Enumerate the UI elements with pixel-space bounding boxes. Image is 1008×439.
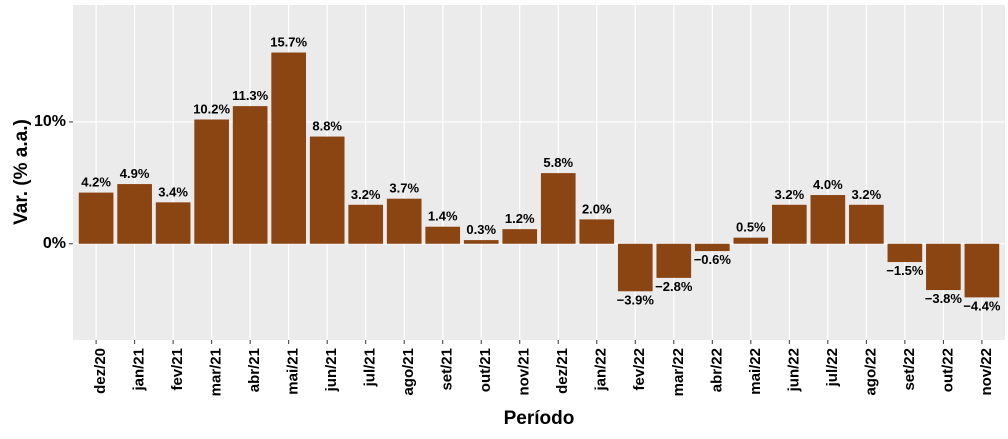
value-label: 3.2% [351, 187, 381, 202]
value-label: −2.8% [655, 279, 693, 294]
x-tick-label: jun/22 [785, 348, 802, 392]
bar [617, 243, 653, 292]
bar [502, 229, 538, 244]
bar [887, 243, 923, 263]
bar [579, 219, 615, 244]
y-axis-title: Var. (% a.a.) [11, 119, 32, 225]
x-tick-label: dez/20 [92, 348, 109, 394]
value-label: 3.2% [775, 187, 805, 202]
value-label: 3.7% [389, 181, 419, 196]
bar [386, 198, 422, 244]
x-tick-label: mai/22 [747, 348, 764, 395]
y-tick-label: 10% [34, 113, 66, 130]
x-tick-label: jan/21 [131, 348, 148, 392]
x-tick-label: set/21 [439, 348, 456, 391]
value-label: 15.7% [270, 35, 307, 50]
value-label: 8.8% [312, 119, 342, 134]
bar [348, 204, 384, 244]
x-tick-label: mai/21 [285, 348, 302, 395]
x-tick-label: abr/22 [708, 348, 725, 392]
x-tick-label: out/21 [477, 348, 494, 392]
value-label: 0.5% [736, 220, 766, 235]
x-tick-label: jul/21 [362, 348, 379, 387]
value-label: −4.4% [963, 298, 1001, 313]
x-tick-label: mar/21 [208, 348, 225, 396]
x-tick-label: abr/21 [246, 348, 263, 392]
x-tick-label: jan/22 [593, 348, 610, 392]
bar [463, 240, 499, 244]
bar [155, 202, 191, 244]
bar [926, 243, 961, 291]
value-label: 4.9% [120, 166, 150, 181]
x-tick-label: out/22 [939, 348, 956, 392]
bar [425, 226, 461, 244]
value-label: 2.0% [582, 201, 612, 216]
bar [117, 184, 152, 244]
bar [694, 243, 730, 252]
bar [232, 106, 268, 244]
bar [540, 173, 576, 244]
value-label: −0.6% [694, 252, 732, 267]
value-label: 11.3% [232, 88, 269, 103]
value-label: 1.2% [505, 211, 535, 226]
bar [309, 136, 345, 244]
bar [271, 52, 306, 244]
y-tick-label: 0% [43, 235, 66, 252]
value-label: 3.2% [852, 187, 882, 202]
bar [810, 195, 846, 244]
value-label: 4.2% [81, 175, 111, 190]
x-tick-label: fev/21 [169, 348, 186, 391]
bar [964, 243, 1000, 298]
value-label: 3.4% [158, 184, 188, 199]
bar [849, 204, 884, 244]
value-label: −3.9% [617, 292, 655, 307]
value-label: 1.4% [428, 209, 458, 224]
x-tick-label: ago/22 [862, 348, 879, 396]
bar [78, 192, 114, 244]
value-label: 0.3% [466, 222, 496, 237]
bar [194, 119, 229, 244]
x-tick-label: set/22 [901, 348, 918, 391]
value-label: 10.2% [193, 102, 230, 117]
x-tick-label: dez/21 [554, 348, 571, 394]
value-label: −1.5% [886, 263, 924, 278]
x-tick-label: jul/22 [824, 348, 841, 387]
value-label: 5.8% [543, 155, 573, 170]
value-label: −3.8% [925, 291, 963, 306]
x-tick-label: jun/21 [323, 348, 340, 392]
x-tick-label: mar/22 [670, 348, 687, 396]
x-tick-label: nov/22 [978, 348, 995, 396]
value-label: 4.0% [813, 177, 843, 192]
bar [656, 243, 692, 278]
x-tick-label: nov/21 [516, 348, 533, 396]
x-axis-title: Período [504, 408, 575, 429]
bar [733, 237, 769, 244]
x-tick-label: ago/21 [400, 348, 417, 396]
bar [772, 204, 807, 244]
x-tick-label: fev/22 [631, 348, 648, 391]
